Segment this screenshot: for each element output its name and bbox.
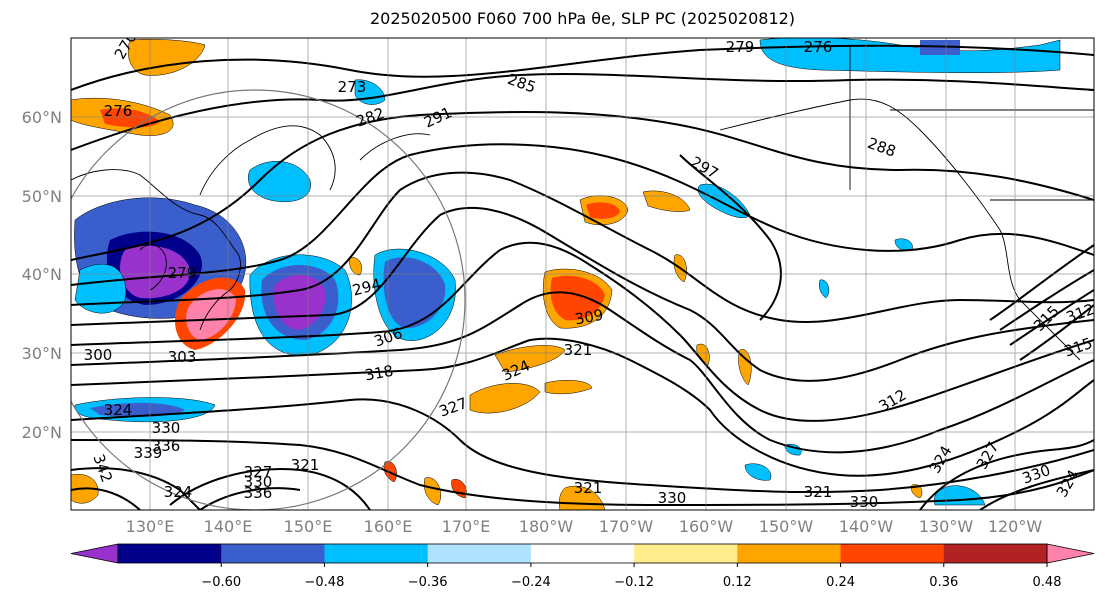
contour-value-label: 321 (291, 456, 320, 474)
shaded-anomalies (71, 38, 1061, 510)
contour-value-label: 330 (658, 489, 687, 507)
lon-tick-label: 120°W (988, 517, 1043, 536)
contour-value-label: 330 (244, 473, 273, 491)
gridlines (71, 38, 1094, 510)
contour-value-label: 279 (726, 38, 755, 56)
lat-tick-label: 20°N (22, 423, 62, 442)
region-circle (71, 89, 466, 510)
contour-value-label: 330 (152, 419, 181, 437)
contour-value-label: 336 (244, 484, 273, 502)
contour-value-label: 321 (804, 483, 833, 501)
colorbar-tick-label: 0.36 (929, 575, 958, 590)
lon-tick-label: 140°E (204, 517, 253, 536)
contour-value-label: 276 (104, 102, 133, 120)
colorbar-segment (221, 544, 325, 563)
colorbar-segment (530, 544, 635, 563)
lon-tick-label: 130°E (126, 517, 175, 536)
colorbar-tick-label: −0.36 (408, 575, 448, 590)
colorbar-segment (634, 544, 738, 563)
contour-value-label: 321 (574, 479, 603, 497)
contour-value-label: 300 (84, 346, 113, 364)
contour-value-label: 324 (104, 401, 133, 419)
contour-value-label: 309 (573, 306, 604, 329)
contour-value-label: 336 (152, 437, 181, 455)
lon-tick-label: 140°W (839, 517, 894, 536)
contour-value-label: 318 (363, 362, 394, 385)
lon-tick-label: 160°W (679, 517, 734, 536)
colorbar-segment (324, 544, 429, 563)
contour-value-label: 330 (850, 493, 879, 511)
lon-tick-label: 160°E (364, 517, 413, 536)
contour-value-label: 276 (804, 38, 833, 56)
colorbar-extend-low (70, 543, 119, 564)
colorbar-tick-label: −0.24 (511, 575, 551, 590)
lon-tick-label: 150°E (284, 517, 333, 536)
lon-tick-label: 150°W (759, 517, 814, 536)
lat-tick-label: 30°N (22, 344, 62, 363)
colorbar-frame (117, 543, 1048, 564)
lon-tick-label: 130°W (919, 517, 974, 536)
contour-value-label: 273 (338, 78, 367, 96)
lat-tick-label: 50°N (22, 187, 62, 206)
colorbar-tick-label: −0.48 (305, 575, 345, 590)
colorbar-segment (737, 544, 842, 563)
chart-title: 2025020500 F060 700 hPa θe, SLP PC (2025… (369, 9, 796, 28)
colorbar-segment (118, 544, 222, 563)
theta-e-contours (71, 44, 1094, 510)
contour-value-label: 321 (564, 341, 593, 359)
lon-tick-label: 180°W (519, 517, 574, 536)
map-frame (70, 37, 1095, 511)
colorbar-extend-high (1046, 543, 1095, 564)
contour-value-label: 303 (168, 348, 197, 366)
lat-tick-label: 60°N (22, 108, 62, 127)
colorbar-segment (840, 544, 945, 563)
contour-value-label: 339 (134, 444, 163, 462)
lat-tick-label: 40°N (22, 265, 62, 284)
longitude-labels: 130°E 140°E 150°E 160°E 170°E 180°W 170°W 160°W… (126, 517, 1043, 536)
colorbar-tick-label: 0.12 (723, 575, 752, 590)
contour-value-label: 279 (168, 264, 197, 282)
colorbar-tick-label: 0.24 (826, 575, 855, 590)
lon-tick-label: 170°W (599, 517, 654, 536)
contour-value-label: 327 (244, 463, 273, 481)
colorbar-tick-label: −0.12 (614, 575, 654, 590)
colorbar-tick-label: −0.60 (201, 575, 241, 590)
colorbar-tick-label: 0.48 (1033, 575, 1062, 590)
colorbar-segment (427, 544, 532, 563)
lon-tick-label: 170°E (442, 517, 491, 536)
colorbar-ticks: −0.60 −0.48 −0.36 −0.24 −0.12 0.12 0.24 0.36 0.4… (201, 563, 1062, 590)
contour-value-label: 324 (164, 483, 193, 501)
colorbar-segment (943, 544, 1048, 563)
latitude-labels: 20°N 30°N 40°N 50°N 60°N (22, 108, 62, 442)
colorbar (70, 543, 1095, 564)
